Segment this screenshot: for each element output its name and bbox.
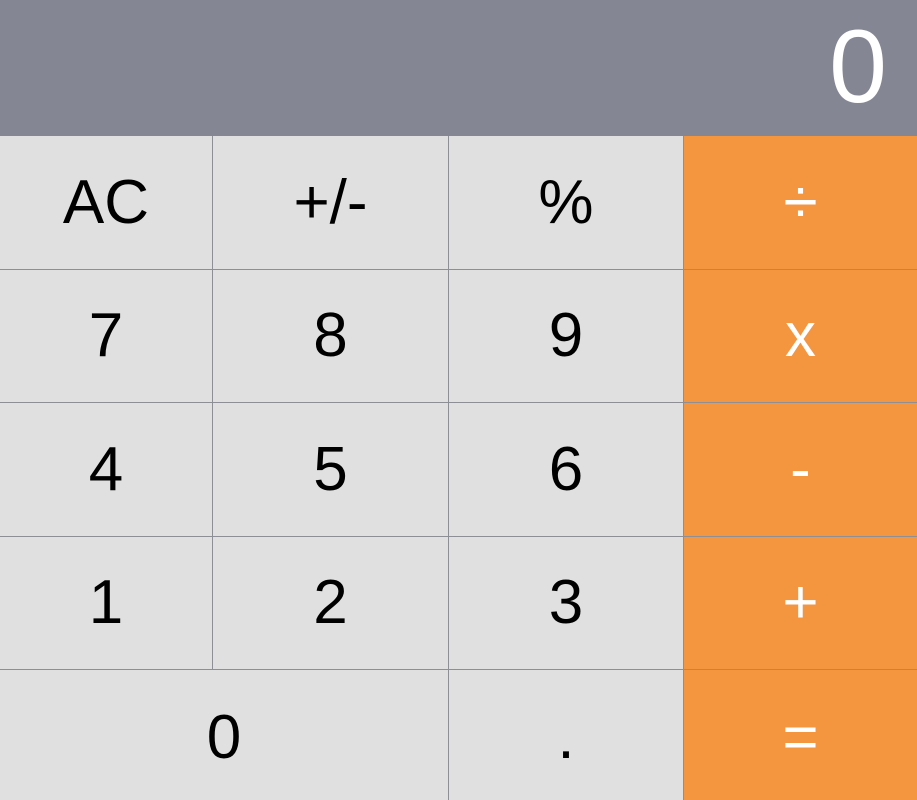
multiply-label: x <box>785 301 816 370</box>
digit-3-button[interactable]: 3 <box>449 537 684 670</box>
keypad: AC +/- % ÷ 7 8 9 x 4 5 6 - 1 2 3 + 0 . = <box>0 136 917 800</box>
digit-7-button[interactable]: 7 <box>0 270 213 403</box>
digit-1-button[interactable]: 1 <box>0 537 213 670</box>
digit-2-button[interactable]: 2 <box>213 537 449 670</box>
percent-label: % <box>538 167 594 237</box>
digit-6-label: 6 <box>548 434 584 504</box>
digit-4-button[interactable]: 4 <box>0 403 213 537</box>
digit-1-label: 1 <box>88 568 124 637</box>
equals-button[interactable]: = <box>684 670 917 800</box>
all-clear-button[interactable]: AC <box>0 136 213 270</box>
display-value: 0 <box>829 9 887 125</box>
toggle-sign-button[interactable]: +/- <box>213 136 449 270</box>
divide-label: ÷ <box>783 167 818 237</box>
decimal-button[interactable]: . <box>449 670 684 800</box>
multiply-button[interactable]: x <box>684 270 917 403</box>
subtract-label: - <box>790 434 811 504</box>
digit-9-button[interactable]: 9 <box>449 270 684 403</box>
add-label: + <box>782 568 819 637</box>
digit-7-label: 7 <box>88 301 124 370</box>
digit-2-label: 2 <box>313 568 348 637</box>
digit-5-button[interactable]: 5 <box>213 403 449 537</box>
equals-label: = <box>782 703 819 772</box>
digit-5-label: 5 <box>313 434 348 504</box>
decimal-label: . <box>557 703 575 772</box>
digit-3-label: 3 <box>548 568 584 637</box>
digit-9-label: 9 <box>548 301 584 370</box>
digit-8-label: 8 <box>313 301 348 370</box>
digit-6-button[interactable]: 6 <box>449 403 684 537</box>
toggle-sign-label: +/- <box>293 167 368 237</box>
add-button[interactable]: + <box>684 537 917 670</box>
percent-button[interactable]: % <box>449 136 684 270</box>
divide-button[interactable]: ÷ <box>684 136 917 270</box>
digit-0-button[interactable]: 0 <box>0 670 449 800</box>
digit-4-label: 4 <box>88 434 124 504</box>
display-panel: 0 <box>0 0 917 136</box>
subtract-button[interactable]: - <box>684 403 917 537</box>
digit-8-button[interactable]: 8 <box>213 270 449 403</box>
digit-0-label: 0 <box>206 703 242 772</box>
all-clear-label: AC <box>62 167 150 237</box>
